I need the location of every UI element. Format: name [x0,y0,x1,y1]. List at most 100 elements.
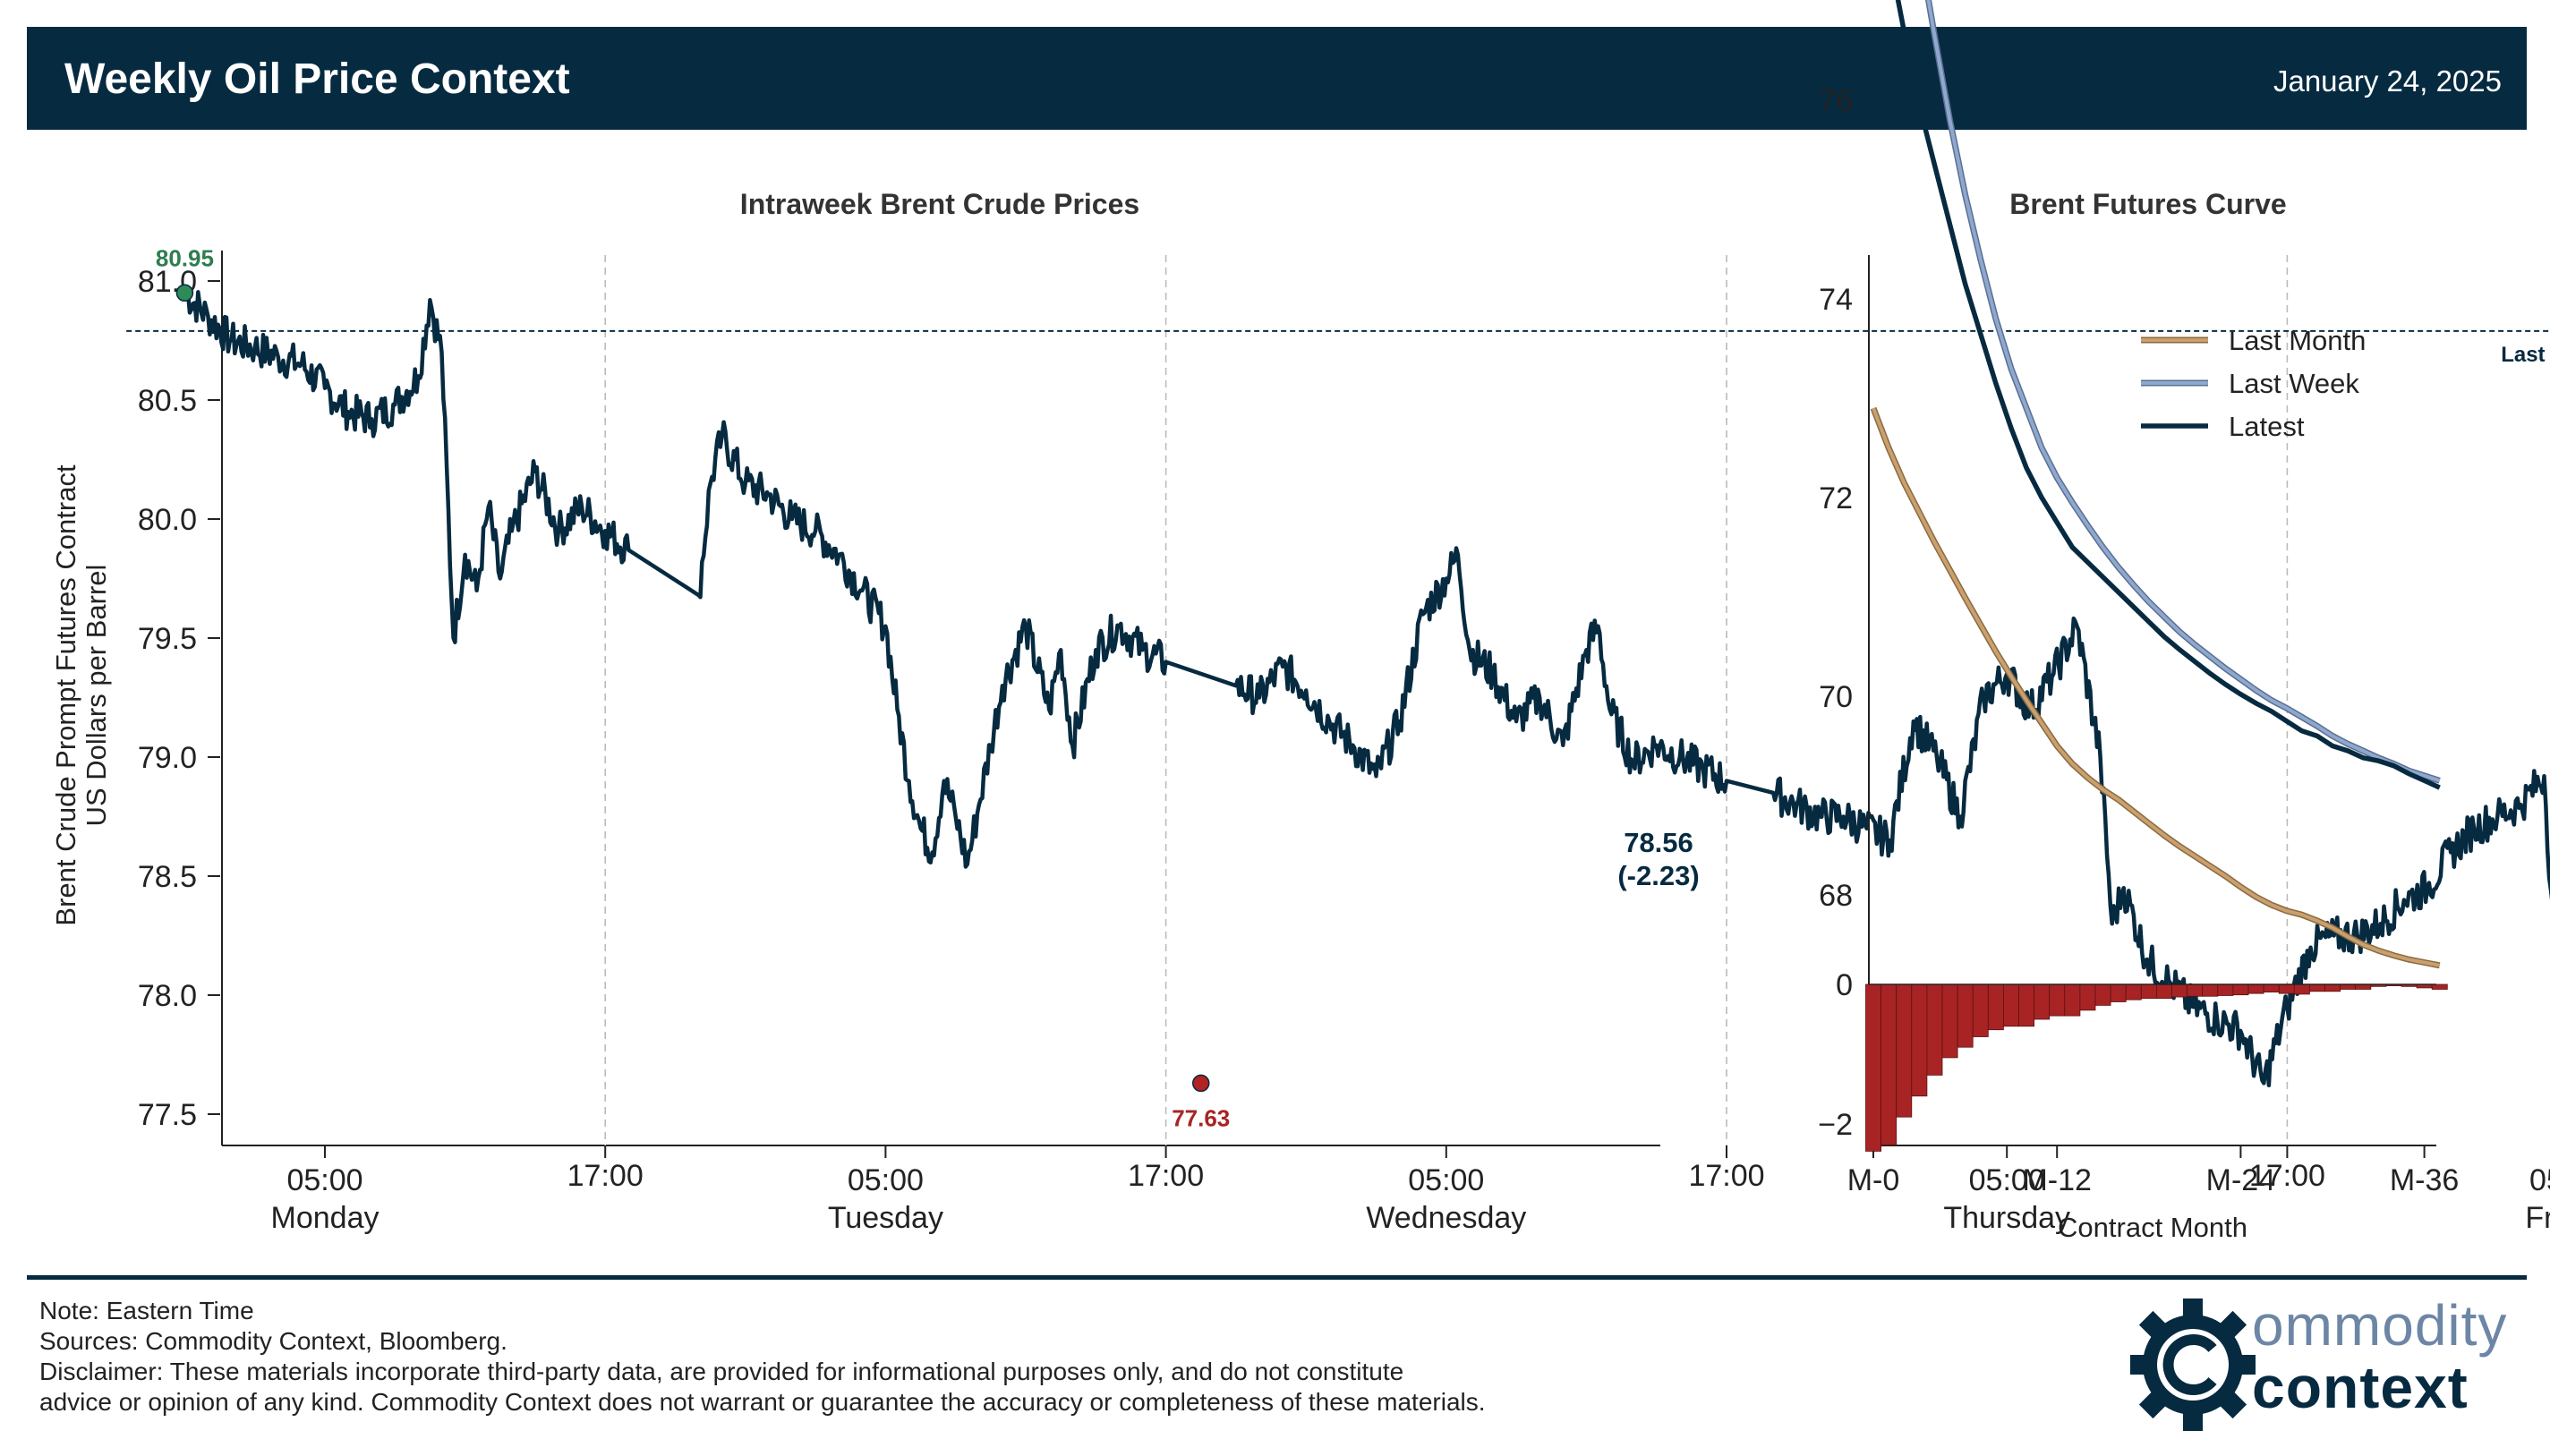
footer-sources: Sources: Commodity Context, Bloomberg. [39,1327,507,1355]
intraweek-price-chart: 81.080.580.079.579.078.578.077.505:00Mon… [50,244,2550,1235]
header-bar: Weekly Oil Price Context January 24, 202… [27,27,2527,130]
intraweek-x-tick-time: 17:00 [1688,1159,1764,1193]
weekly-low-marker [1192,1074,1210,1093]
curve-change-bar [2140,983,2157,1000]
commodity-context-logo: ommodity context [2130,1289,2506,1432]
weekly-high-label: 80.95 [156,244,214,271]
curve-change-bar [2018,983,2035,1027]
curve-y-tick-label: 74 [1819,283,1853,317]
intraweek-y-axis-label-line1: Brent Crude Prompt Futures Contract [50,464,81,926]
report-date: January 24, 2025 [2273,64,2502,98]
intraweek-x-tick-time: 17:00 [2249,1159,2325,1193]
curve-change-bar [1957,983,1974,1048]
logo-text-commodity: ommodity [2252,1293,2508,1358]
footer-notes: Note: Eastern Time Sources: Commodity Co… [39,1296,1486,1418]
curve-change-bar [2079,983,2096,1011]
curve-x-tick-label: M-24 [2206,1163,2275,1197]
legend-label: Latest [2229,411,2305,442]
curve-change-bar [2049,983,2066,1017]
curve-change-bar [2187,983,2204,997]
curve-y-tick-label: 70 [1819,680,1853,714]
intraweek-y-tick-label: 79.0 [138,741,197,775]
page-title: Weekly Oil Price Context [64,55,570,103]
intraweek-x-tick-time: 05:00 [286,1163,362,1197]
intraweek-y-tick-label: 80.0 [138,503,197,537]
curve-line-latest [1895,0,2441,790]
curve-change-bar [2171,983,2188,998]
intraweek-x-tick-time: 05:00 [848,1163,924,1197]
diff-y-tick-label: −2 [1818,1108,1853,1142]
curve-change-bar [2094,983,2111,1006]
curve-change-bar [2293,983,2310,995]
logo-text-context: context [2252,1354,2469,1420]
footer-note: Note: Eastern Time [39,1297,254,1324]
last-close-label: Last Close [2501,343,2550,367]
intraweek-y-tick-label: 77.5 [138,1098,197,1132]
intraweek-x-tick-day: Monday [271,1201,380,1235]
curve-change-bar [1926,983,1943,1076]
curve-change-bar [2232,983,2249,996]
curve-change-bar [1881,983,1898,1145]
futures-curve-chart: 807876747270680−2M-0M-12M-24M-36Contract… [1818,0,2459,1243]
curve-change-bar [2155,983,2172,1000]
weekly-low-label: 77.63 [1172,1104,1230,1131]
curve-change-bar [2064,983,2081,1017]
legend-label: Last Week [2229,368,2359,399]
curve-y-tick-label: 76 [1819,84,1853,118]
latest-price-label: 78.56 [1624,827,1693,858]
curve-line-last-month [1872,407,2441,967]
legend-label: Last Month [2229,325,2366,356]
intraweek-x-tick-time: 05:00 [1408,1163,1484,1197]
curve-change-bar [2125,983,2142,1000]
curve-line-outline [1870,406,2441,969]
intraweek-x-tick-day: Wednesday [1366,1201,1526,1235]
curve-change-bar [1896,983,1913,1118]
curve-y-tick-label: 72 [1819,481,1853,515]
curve-change-bar [2247,983,2264,994]
gear-logo-icon [2130,1298,2256,1431]
curve-change-bar [2263,983,2280,992]
curve-change-bar [2202,983,2219,997]
intraweek-y-tick-label: 78.5 [138,860,197,894]
curve-change-bar [2002,983,2019,1027]
intraweek-y-axis-label-line2: US Dollars per Barrel [81,565,112,827]
curve-chart-title: Brent Futures Curve [2009,188,2287,220]
intraweek-y-tick-label: 79.5 [138,622,197,656]
weekly-high-marker [175,284,194,302]
curve-change-bar [2110,983,2127,1002]
curve-change-bar [2217,983,2234,996]
curve-x-tick-label: M-0 [1847,1163,1900,1197]
footer-disclaimer-line1: Disclaimer: These materials incorporate … [39,1358,1404,1385]
curve-y-tick-label: 68 [1819,879,1853,913]
curve-change-bar [1972,983,1989,1037]
intraweek-chart-title: Intraweek Brent Crude Prices [739,188,1140,220]
curve-x-axis-label: Contract Month [2058,1212,2247,1243]
footer-rule [27,1275,2527,1280]
curve-change-bar [2340,983,2357,990]
curve-change-bar [2278,983,2295,994]
latest-change-label: (-2.23) [1617,860,1699,891]
footer-disclaimer-line2: advice or opinion of any kind. Commodity… [39,1388,1486,1416]
intraweek-x-tick-time: 05:00 [1969,1163,2045,1197]
charts-canvas: 81.080.580.079.579.078.578.077.505:00Mon… [50,0,2550,1243]
intraweek-x-tick-day: Friday [2525,1201,2550,1235]
curve-x-tick-label: M-36 [2390,1163,2459,1197]
curve-change-bar [2034,983,2051,1020]
curve-change-bar [2355,983,2372,990]
intraweek-x-tick-day: Tuesday [828,1201,943,1235]
intraweek-y-tick-label: 78.0 [138,979,197,1013]
intraweek-y-tick-label: 80.5 [138,384,197,418]
curve-x-tick-label: M-12 [2022,1163,2091,1197]
curve-change-bar [1987,983,2004,1031]
curve-change-bar [1865,983,1882,1152]
intraweek-x-tick-time: 05:00 [2529,1163,2550,1197]
brent-price-line [183,290,2550,1088]
curve-change-bar [1941,983,1958,1059]
curve-line-last-week [1926,0,2441,783]
intraweek-x-tick-time: 17:00 [1128,1159,1204,1193]
curve-change-bar [2308,983,2325,992]
curve-change-bar [2324,983,2341,992]
diff-y-tick-label: 0 [1836,968,1853,1002]
curve-change-bar [2431,983,2448,990]
intraweek-x-tick-time: 17:00 [567,1159,644,1193]
